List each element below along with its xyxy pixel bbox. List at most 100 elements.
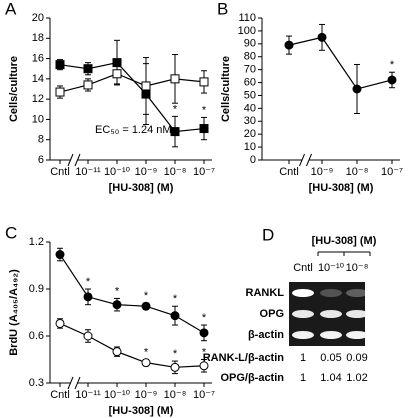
data-point <box>83 292 93 302</box>
y-tick-label: 8 <box>38 134 44 146</box>
significance-mark: * <box>144 346 149 358</box>
data-point <box>141 301 151 311</box>
data-point <box>170 311 180 321</box>
x-tick-label: 10⁻⁹ <box>135 389 158 401</box>
series-line <box>59 61 205 133</box>
gel-band <box>346 331 368 339</box>
x-tick-label: 10⁻⁸ <box>346 166 369 178</box>
gel-band <box>292 289 314 297</box>
data-point <box>199 328 209 338</box>
series-line <box>59 254 205 334</box>
y-axis-label: Cells/culture <box>8 56 20 122</box>
y-tick-label: 50 <box>244 89 256 101</box>
x-axis-label: [HU-308] (M) <box>109 405 174 417</box>
x-tick-label: 10⁻⁹ <box>135 166 158 178</box>
x-tick-label: 10⁻¹¹ <box>75 389 101 401</box>
data-point <box>83 331 93 341</box>
significance-mark: * <box>202 346 207 358</box>
data-point <box>55 60 65 70</box>
significance-mark: * <box>173 348 178 360</box>
y-tick-label: 10 <box>244 141 256 153</box>
panel-label: B <box>217 0 228 18</box>
data-point <box>387 75 397 85</box>
data-point <box>141 81 151 91</box>
significance-mark: * <box>390 59 395 71</box>
y-tick-label: 60 <box>244 76 256 88</box>
data-point <box>199 124 209 134</box>
data-point <box>55 318 65 328</box>
x-axis-label: [HU-308] (M) <box>309 182 374 194</box>
y-tick-label: 100 <box>238 25 256 37</box>
panel-label: C <box>5 223 17 242</box>
axis-break <box>74 376 81 390</box>
data-point <box>170 127 180 137</box>
gel-band <box>320 331 342 339</box>
significance-mark: * <box>173 293 178 305</box>
y-tick-label: 40 <box>244 102 256 114</box>
y-axis-label: Cells/culture <box>220 56 232 122</box>
x-tick-label: 10⁻⁷ <box>193 389 215 401</box>
series-line <box>59 73 205 93</box>
y-tick-label: 0.3 <box>29 377 44 389</box>
data-point <box>55 250 65 260</box>
series-line <box>288 36 393 90</box>
axis-break <box>67 153 74 167</box>
x-tick-label: 10⁻¹⁰ <box>104 166 131 178</box>
series-line <box>59 322 205 368</box>
data-point <box>170 74 180 84</box>
data-point <box>352 84 362 94</box>
y-tick-label: 90 <box>244 38 256 50</box>
significance-mark: * <box>115 285 120 297</box>
data-point <box>317 32 327 42</box>
lane-label: 10⁻⁸ <box>346 262 369 274</box>
y-tick-label: 18 <box>32 32 44 44</box>
axis-break <box>67 376 74 390</box>
ratio-value: 0.09 <box>346 352 367 364</box>
x-tick-label: 10⁻⁷ <box>381 166 403 178</box>
significance-mark: * <box>202 312 207 324</box>
y-tick-label: 30 <box>244 115 256 127</box>
y-tick-label: 6 <box>38 154 44 166</box>
significance-mark: * <box>202 104 207 116</box>
ratio-value: 1.04 <box>320 372 341 384</box>
x-tick-label: 10⁻⁷ <box>193 166 215 178</box>
ratio-value: 1.02 <box>346 372 367 384</box>
y-tick-label: 10 <box>32 113 44 125</box>
significance-mark: * <box>173 103 178 115</box>
gel-band <box>320 310 342 318</box>
data-point <box>170 362 180 372</box>
data-point <box>199 77 209 87</box>
gel-band <box>292 331 314 339</box>
annotation: EC₅₀ = 1.24 nM <box>95 124 172 136</box>
data-point <box>284 40 294 50</box>
band-label: β-actin <box>248 329 284 341</box>
y-tick-label: 14 <box>32 73 44 85</box>
y-tick-label: 70 <box>244 64 256 76</box>
band-label: OPG <box>260 308 284 320</box>
panel-label: D <box>262 225 274 244</box>
data-point <box>83 80 93 90</box>
significance-mark: * <box>144 290 149 302</box>
x-tick-label: Cntl <box>50 389 70 401</box>
axis-break <box>74 153 81 167</box>
x-tick-label: Cntl <box>50 166 70 178</box>
data-point <box>83 64 93 74</box>
y-tick-label: 0 <box>250 154 256 166</box>
data-point <box>112 69 122 79</box>
data-point <box>112 300 122 310</box>
data-point <box>199 361 209 371</box>
band-label: RANKL <box>246 287 285 299</box>
y-tick-label: 0.9 <box>29 283 44 295</box>
significance-mark: * <box>86 276 91 288</box>
x-tick-label: 10⁻⁹ <box>311 166 334 178</box>
lane-label: 10⁻¹⁰ <box>318 262 345 274</box>
gel-band <box>292 310 314 318</box>
y-tick-label: 20 <box>32 12 44 24</box>
data-point <box>141 358 151 368</box>
x-tick-label: 10⁻⁸ <box>164 389 187 401</box>
gel-band <box>320 289 342 297</box>
x-tick-label: Cntl <box>279 166 299 178</box>
y-tick-label: 110 <box>238 12 256 24</box>
y-tick-label: 20 <box>244 128 256 140</box>
